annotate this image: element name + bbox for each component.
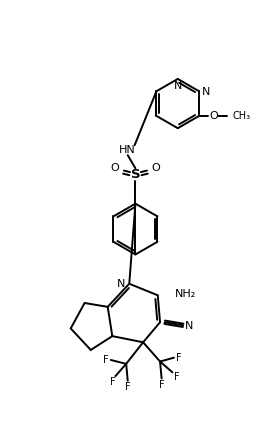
Text: F: F (125, 382, 130, 392)
Text: N: N (185, 321, 194, 331)
Text: N: N (174, 81, 183, 91)
Text: F: F (103, 355, 109, 365)
Text: N: N (117, 279, 125, 289)
Text: HN: HN (119, 145, 136, 155)
Text: NH₂: NH₂ (175, 289, 196, 299)
Text: F: F (174, 372, 180, 382)
Text: F: F (109, 377, 115, 387)
Text: F: F (159, 380, 165, 390)
Text: CH₃: CH₃ (233, 111, 251, 121)
Text: F: F (176, 353, 181, 363)
Text: O: O (152, 163, 161, 173)
Text: N: N (202, 87, 210, 97)
Text: O: O (110, 163, 119, 173)
Text: O: O (209, 111, 218, 121)
Text: S: S (130, 168, 140, 181)
